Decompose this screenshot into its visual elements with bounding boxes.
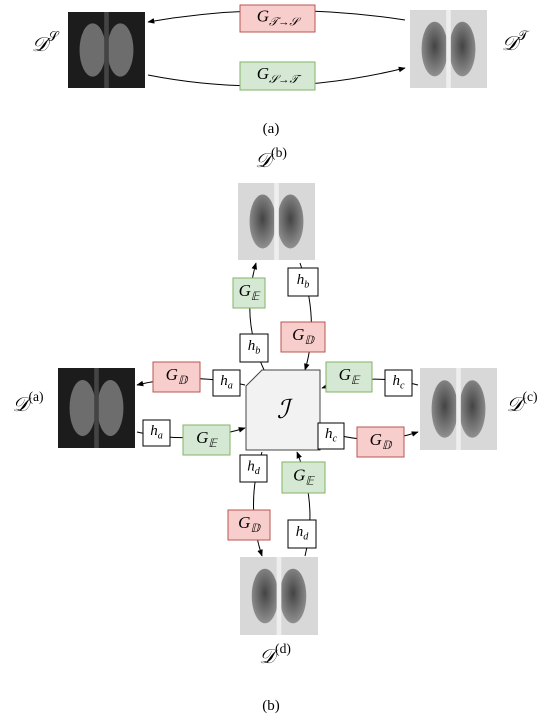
label-sub: a — [158, 431, 163, 442]
label-sup: (d) — [275, 641, 291, 657]
label-base: h — [247, 459, 255, 475]
lung — [280, 569, 307, 624]
xray-image — [410, 10, 487, 88]
label-base: G — [166, 365, 178, 384]
label-sub: b — [255, 346, 260, 357]
math-label: 𝒟𝒮 — [32, 29, 61, 55]
xray-image — [240, 557, 318, 635]
label-base: h — [392, 373, 400, 389]
figure: 𝒟𝒮𝒟𝒯G𝒯→𝒮G𝒮→𝒯(a)𝒟(b)𝒟(a)𝒟(c)𝒟(d)ℐG𝔼hbG𝔻hb… — [0, 0, 543, 721]
lung — [277, 195, 303, 249]
lung — [449, 22, 475, 77]
lung — [432, 380, 458, 437]
label-base: h — [220, 373, 228, 389]
xray-image — [238, 183, 315, 260]
math-label: 𝒟(a) — [12, 389, 43, 415]
caption: (a) — [263, 121, 280, 137]
label-base: G — [257, 64, 269, 83]
label-sub: 𝔻 — [250, 522, 261, 535]
lung — [80, 23, 106, 76]
label-base: h — [296, 524, 304, 540]
lung — [107, 23, 133, 76]
label-base: G — [196, 428, 208, 447]
label-sub: b — [304, 280, 309, 291]
label-base: h — [150, 423, 158, 439]
connectors — [137, 10, 418, 556]
label-base: G — [238, 513, 250, 532]
lung — [459, 380, 485, 437]
label-sub: 𝔻 — [382, 439, 393, 452]
label-base: G — [293, 465, 305, 484]
label-sup: 𝒮 — [48, 29, 61, 44]
math-label: 𝒟(c) — [506, 389, 537, 415]
label-sub: c — [400, 381, 405, 392]
xray-image — [58, 368, 135, 448]
caption: (b) — [262, 698, 280, 714]
label-sub: 𝔻 — [178, 374, 189, 387]
spine — [274, 183, 279, 260]
label-sup: (b) — [271, 145, 287, 161]
label-base: G — [257, 6, 269, 25]
spine — [104, 12, 109, 88]
label-sub: 𝒯→𝒮 — [269, 15, 301, 28]
spine — [446, 10, 451, 88]
lung — [97, 380, 123, 436]
label-sup: (a) — [28, 389, 43, 405]
lung — [422, 22, 448, 77]
lung — [252, 569, 279, 624]
spine — [277, 557, 282, 635]
label-base: h — [325, 426, 333, 442]
spine — [456, 368, 461, 450]
label-sub: 𝔻 — [304, 334, 315, 347]
lung — [250, 195, 276, 249]
spine — [94, 368, 99, 448]
label-sup: 𝒯 — [518, 28, 531, 43]
xray-image — [420, 368, 497, 450]
math-label: 𝒟(b) — [255, 145, 287, 171]
math-label: 𝒟(d) — [259, 641, 291, 667]
label-sub: 𝒮→𝒯 — [269, 73, 302, 86]
label-sub: a — [228, 381, 233, 392]
lung — [70, 380, 96, 436]
math-label: 𝒟𝒯 — [502, 28, 531, 54]
label-sub: c — [332, 434, 337, 445]
label-base: G — [370, 430, 382, 449]
xray-image — [68, 12, 145, 88]
label-base: G — [239, 281, 251, 300]
label-base: G — [292, 325, 304, 344]
label-base: G — [339, 365, 351, 384]
label-base: h — [297, 272, 305, 288]
label-base: h — [248, 338, 256, 354]
label-sup: (c) — [522, 389, 537, 405]
